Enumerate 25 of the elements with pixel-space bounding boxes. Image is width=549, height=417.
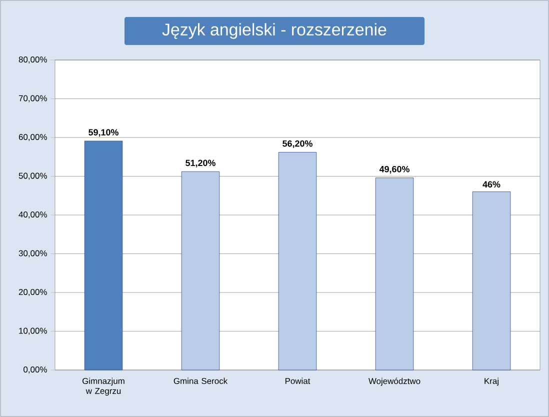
y-tick-label: 10,00% [19,328,47,335]
y-tick-label: 70,00% [18,95,47,102]
bar [472,192,511,370]
data-label: 46% [482,181,500,188]
y-tick-label: 50,00% [18,172,47,180]
y-tick-label: 60,00% [18,134,47,141]
x-tick-label: Powiat [285,378,310,384]
x-tick-label: Gimnazjum w Zegrzu [82,378,124,396]
bar [84,140,123,370]
x-tick-label: Gmina Serock [174,378,228,384]
bar [278,152,317,370]
x-tick-label: Województwo [368,378,420,386]
bar [181,171,220,370]
bar [375,178,414,370]
chart-title: Język angielski - rozszerzenie [162,23,386,39]
y-tick-label: 0,00% [24,366,47,374]
y-tick-label: 20,00% [18,289,47,296]
y-tick-label: 80,00% [18,56,47,64]
x-tick-label: Kraj [484,378,498,386]
y-tick-label: 30,00% [18,250,47,258]
y-tick-label: 40,00% [18,212,47,218]
data-label: 59,10% [88,129,118,137]
data-label: 49,60% [379,166,410,174]
data-label: 51,20% [186,160,216,168]
data-label: 56,20% [282,140,312,148]
